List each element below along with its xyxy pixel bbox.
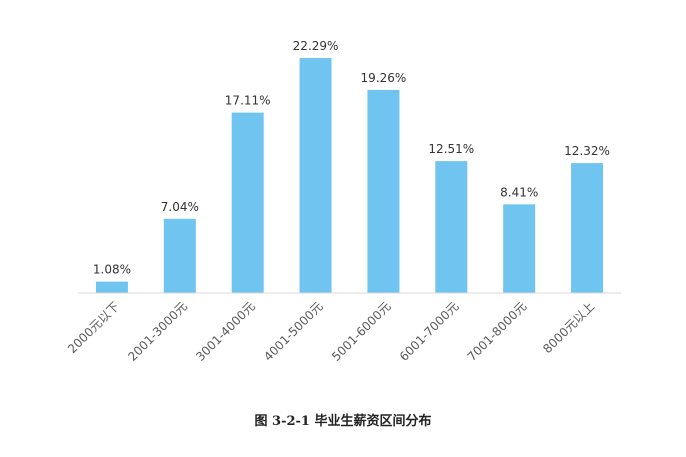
bars-group (95, 58, 604, 294)
x-tick-label-2: 2001-3000元 (125, 299, 190, 364)
x-tick-label-8: 8000元以上 (540, 299, 597, 356)
data-label-4: 22.29% (293, 39, 339, 53)
data-label-6: 12.51% (428, 142, 474, 156)
x-tick-label-5: 5001-6000元 (329, 299, 394, 364)
x-tick-label-1: 2000元以下 (65, 299, 122, 356)
x-tick-labels-group: 2000元以下 2001-3000元 3001-4000元 4001-5000元 500… (65, 299, 597, 364)
data-labels-group: 1.08% 7.04% 17.11% 22.29% 19.26% 12.51% 8.41% 1… (93, 39, 610, 277)
data-label-3: 17.11% (225, 94, 271, 108)
bar-5 (367, 89, 400, 293)
figure-caption: 图 3-2-1 毕业生薪资区间分布 (254, 414, 432, 429)
bar-4 (299, 58, 332, 294)
data-label-5: 19.26% (361, 71, 407, 85)
data-label-1: 1.08% (93, 263, 131, 277)
bar-chart: 1.08% 7.04% 17.11% 22.29% 19.26% 12.51% 8.41% 1… (65, 39, 621, 364)
bar-8 (571, 163, 604, 293)
data-label-7: 8.41% (500, 185, 538, 199)
bar-1 (95, 281, 128, 293)
bar-6 (435, 161, 468, 293)
x-tick-label-3: 3001-4000元 (193, 299, 258, 364)
x-tick-label-7: 7001-8000元 (465, 299, 530, 364)
data-label-2: 7.04% (161, 200, 199, 214)
bar-2 (163, 218, 196, 293)
x-tick-label-4: 4001-5000元 (261, 299, 326, 364)
x-tick-label-6: 6001-7000元 (397, 299, 462, 364)
bar-3 (231, 112, 264, 293)
bar-7 (503, 204, 536, 293)
data-label-8: 12.32% (564, 144, 610, 158)
